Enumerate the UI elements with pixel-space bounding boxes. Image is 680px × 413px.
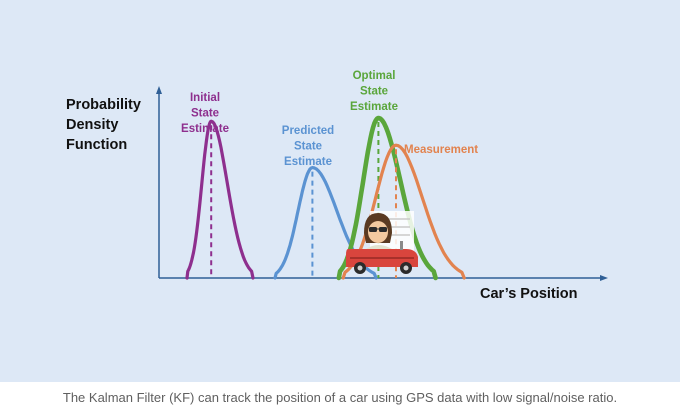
- series-label-line: State: [294, 141, 322, 153]
- series-label-line: Initial: [190, 92, 220, 104]
- series-label-line: Estimate: [181, 123, 229, 135]
- y-axis-arrow-icon: [156, 86, 162, 94]
- car-trim: [350, 257, 414, 259]
- series-label: Optimal State Estimate: [350, 70, 398, 113]
- series-label-line: Predicted: [282, 125, 334, 137]
- series-label: Measurement: [404, 144, 478, 156]
- series-label-line: State: [191, 108, 219, 120]
- series-label-line: Measurement: [404, 144, 478, 156]
- caption: The Kalman Filter (KF) can track the pos…: [0, 382, 680, 413]
- axes: [156, 86, 608, 281]
- series-curve: [336, 115, 438, 281]
- kalman-chart: Probability Density Function Car’s Posit…: [66, 70, 608, 302]
- glasses-icon: [369, 227, 377, 232]
- y-axis-label: Probability Density Function: [66, 97, 145, 153]
- series-label: Initial State Estimate: [181, 92, 229, 135]
- series-label-line: Estimate: [350, 101, 398, 113]
- series-label-line: State: [360, 86, 388, 98]
- glasses-icon: [379, 227, 387, 232]
- driver-face: [368, 221, 388, 243]
- series-label-line: Estimate: [284, 156, 332, 168]
- series-curve: [185, 119, 255, 280]
- y-axis-label-line: Function: [66, 137, 127, 153]
- figure-panel: Probability Density Function Car’s Posit…: [0, 0, 680, 382]
- car-windshield: [400, 241, 403, 250]
- x-axis-arrow-icon: [600, 275, 608, 281]
- x-axis-label: Car’s Position: [480, 286, 578, 302]
- hubcap-icon: [357, 265, 363, 271]
- series-curve: [341, 143, 466, 280]
- car-with-driver: [346, 211, 418, 274]
- series-label: Predicted State Estimate: [282, 125, 334, 168]
- y-axis-label-line: Density: [66, 117, 118, 133]
- y-axis-label-line: Probability: [66, 97, 141, 113]
- series-label-line: Optimal: [353, 70, 396, 82]
- hubcap-icon: [403, 265, 409, 271]
- series-curves: Initial State Estimate Predicted State Estima…: [181, 70, 478, 281]
